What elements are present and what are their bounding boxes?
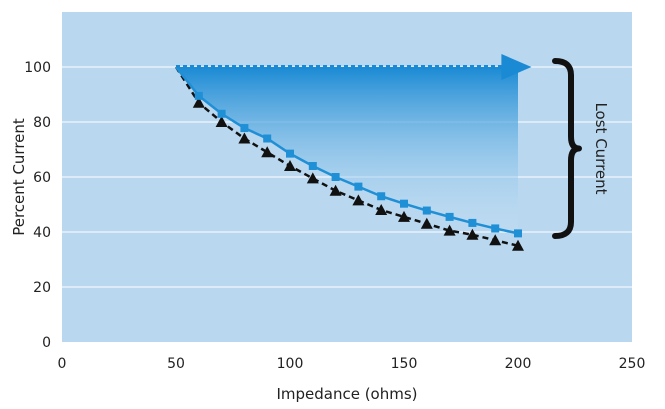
triangle-marker bbox=[261, 146, 274, 158]
y-tick-label: 100 bbox=[24, 60, 51, 76]
square-marker bbox=[491, 224, 500, 233]
square-marker bbox=[468, 218, 477, 227]
y-tick-label: 40 bbox=[33, 225, 51, 241]
triangle-marker bbox=[284, 160, 296, 171]
triangle-marker bbox=[306, 172, 319, 184]
square-marker bbox=[422, 206, 431, 215]
x-tick-label: 50 bbox=[167, 356, 185, 372]
lost-current-label: Lost Current bbox=[592, 102, 610, 194]
x-tick-label: 100 bbox=[277, 356, 304, 372]
lost-current-bracket bbox=[552, 58, 582, 239]
reference-arrowhead bbox=[501, 54, 532, 80]
x-tick-label: 200 bbox=[505, 356, 532, 372]
triangle-marker bbox=[420, 217, 433, 229]
square-marker bbox=[400, 199, 408, 208]
triangle-marker bbox=[238, 132, 251, 144]
triangle-marker bbox=[466, 228, 479, 240]
triangle-marker bbox=[398, 210, 410, 222]
triangle-marker bbox=[329, 184, 342, 196]
square-marker bbox=[308, 162, 317, 170]
reference-line-group bbox=[176, 54, 532, 80]
square-marker bbox=[286, 149, 294, 158]
triangle-marker bbox=[512, 239, 524, 251]
series-group bbox=[174, 66, 524, 251]
square-marker bbox=[194, 91, 203, 100]
y-tick-label: 0 bbox=[42, 335, 51, 351]
x-tick-label: 250 bbox=[619, 356, 646, 372]
square-marker bbox=[377, 192, 386, 201]
square-marker bbox=[445, 212, 454, 221]
x-axis-label: Impedance (ohms) bbox=[276, 385, 417, 403]
square-marker bbox=[354, 182, 363, 191]
square-marker bbox=[217, 109, 226, 118]
lost-current-area bbox=[176, 67, 518, 234]
x-tick-label: 0 bbox=[58, 356, 67, 372]
square-marker bbox=[240, 124, 249, 133]
y-tick-label: 20 bbox=[33, 280, 51, 296]
y-tick-label: 80 bbox=[33, 115, 51, 131]
triangle-marker bbox=[352, 194, 365, 206]
triangle-marker bbox=[192, 96, 205, 108]
square-marker bbox=[514, 229, 522, 238]
square-marker bbox=[263, 134, 272, 143]
triangle-marker bbox=[489, 234, 502, 246]
triangle-marker bbox=[215, 116, 228, 127]
triangle-marker bbox=[375, 204, 388, 215]
series-solid-line bbox=[175, 66, 519, 235]
y-tick-label: 60 bbox=[33, 170, 51, 186]
tick-labels: 0 50 100 150 200 250 0 20 40 60 80 100 bbox=[24, 60, 645, 372]
triangle-marker bbox=[443, 224, 456, 236]
y-axis-label: Percent Current bbox=[10, 118, 28, 236]
x-tick-label: 150 bbox=[391, 356, 418, 372]
square-marker bbox=[331, 173, 340, 181]
